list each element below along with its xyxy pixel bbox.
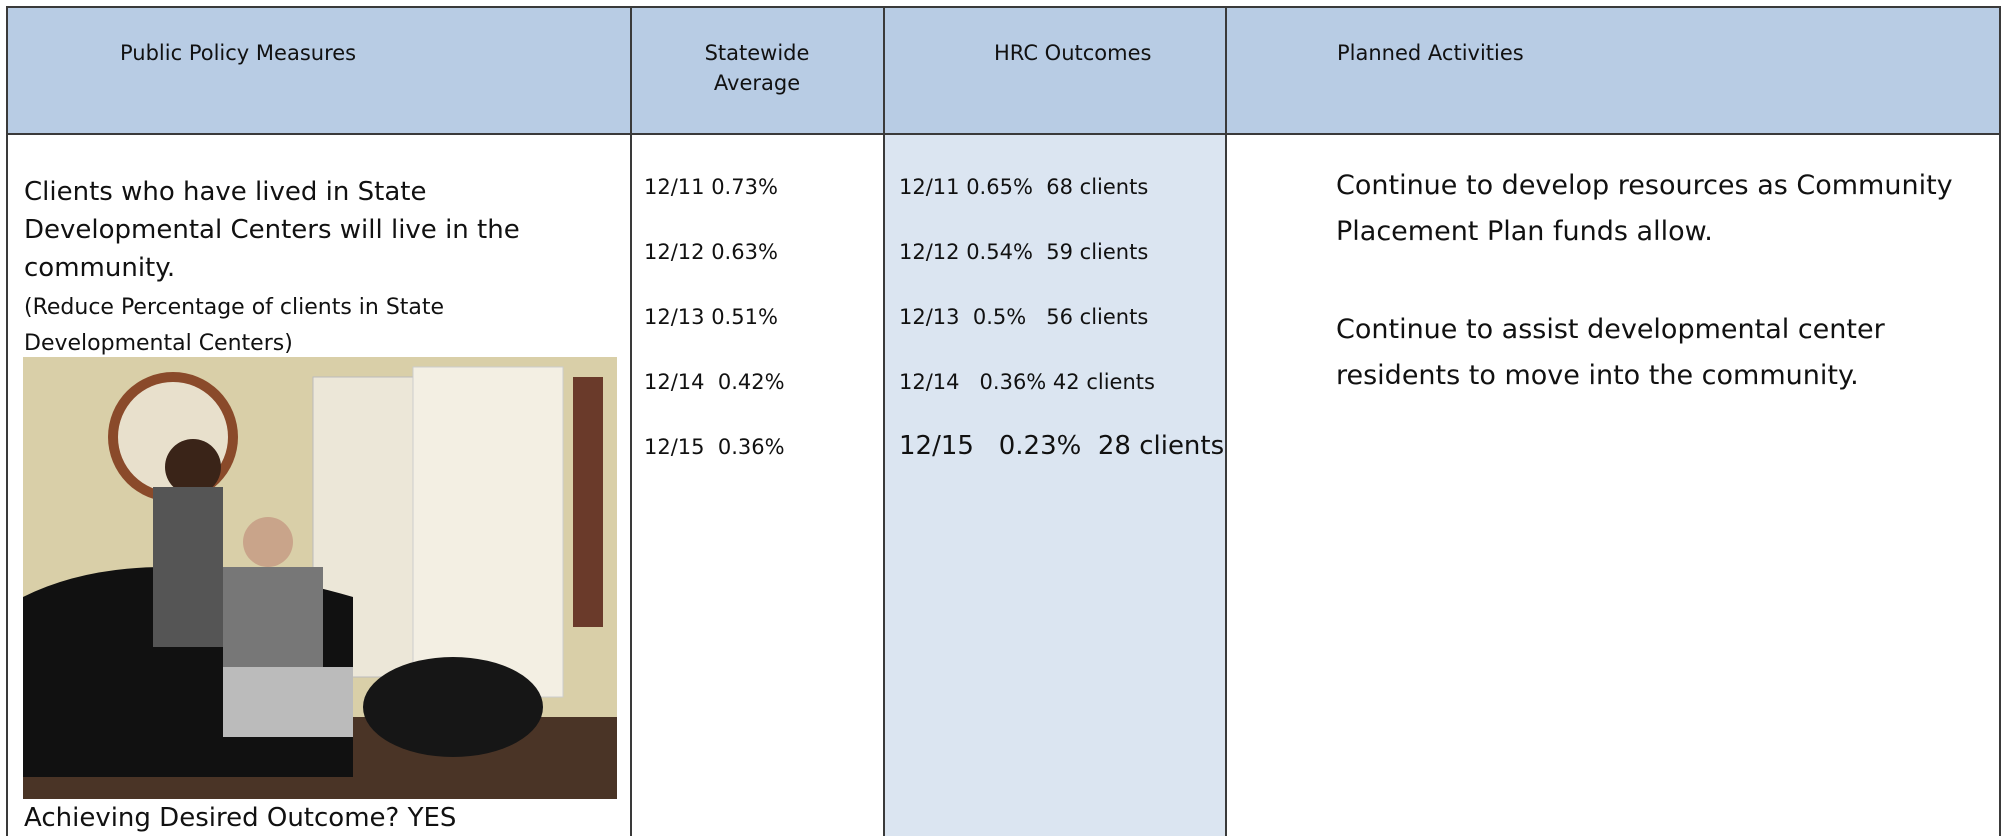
page: Public Policy Measures Statewide Average… xyxy=(0,0,2007,836)
header-cell: Statewide Average xyxy=(630,6,885,135)
activities-cell: Continue to develop resources as Communi… xyxy=(1225,133,2001,836)
hrc-item: 12/12 0.54% 59 clients xyxy=(899,240,1148,264)
header-cell: HRC Outcomes xyxy=(883,6,1227,135)
hrc-item: 12/13 0.5% 56 clients xyxy=(899,305,1148,329)
hrc-item: 12/15 0.23% 28 clients xyxy=(899,431,1224,461)
measure-note: (Reduce Percentage of clients in State D… xyxy=(24,290,544,362)
header-cell: Planned Activities xyxy=(1225,6,2001,135)
measure-cell: Clients who have lived in State Developm… xyxy=(6,133,632,836)
activity-text: Continue to develop resources as Communi… xyxy=(1336,163,1956,255)
header-text: Public Policy Measures xyxy=(120,38,356,68)
header-text: Statewide Average xyxy=(692,38,822,98)
activity-text: Continue to assist developmental center … xyxy=(1336,307,1956,399)
header-cell: Public Policy Measures xyxy=(6,6,632,135)
header-text: Planned Activities xyxy=(1337,38,1524,68)
photo xyxy=(23,357,617,799)
statewide-item: 12/14 0.42% xyxy=(644,370,785,394)
statewide-item: 12/11 0.73% xyxy=(644,175,778,199)
measure-text: Clients who have lived in State Developm… xyxy=(24,173,584,287)
statewide-item: 12/12 0.63% xyxy=(644,240,778,264)
statewide-item: 12/15 0.36% xyxy=(644,435,785,459)
hrc-item: 12/11 0.65% 68 clients xyxy=(899,175,1148,199)
header-text: HRC Outcomes xyxy=(994,38,1151,68)
statewide-cell: 12/11 0.73% 12/12 0.63% 12/13 0.51% 12/14 0… xyxy=(630,133,885,836)
status-text: Achieving Desired Outcome? YES xyxy=(24,803,456,833)
hrc-item: 12/14 0.36% 42 clients xyxy=(899,370,1155,394)
statewide-item: 12/13 0.51% xyxy=(644,305,778,329)
hrc-cell: 12/11 0.65% 68 clients 12/12 0.54% 59 cli… xyxy=(883,133,1227,836)
